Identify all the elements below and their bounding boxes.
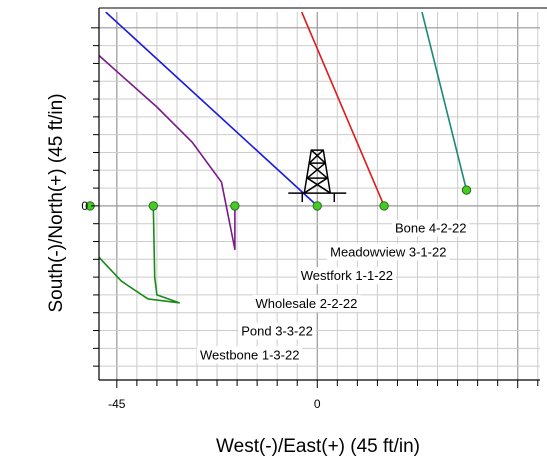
well-path-4	[105, 12, 318, 207]
rig-cross	[306, 162, 328, 179]
y-tick-label: 0	[81, 199, 88, 213]
well-label-box	[238, 322, 316, 340]
well-label: Wholesale 2-2-22	[252, 294, 361, 312]
x-tick-label: -45	[108, 397, 126, 411]
well-label-box	[252, 294, 361, 312]
well-path-2	[99, 205, 180, 304]
well-label-text: Pond 3-3-22	[241, 324, 313, 339]
well-labels: Bone 4-2-22 Meadowview 3-1-22 Westfork 1-1…	[196, 219, 470, 364]
well-label-text: Bone 4-2-22	[395, 221, 467, 236]
grid	[99, 12, 540, 380]
drilling-rig-icon	[288, 149, 347, 203]
well-label: Pond 3-3-22	[238, 322, 316, 340]
well-label: Westfork 1-1-22	[297, 267, 396, 285]
well-label: Bone 4-2-22	[391, 219, 470, 237]
surface-location-marker	[312, 201, 322, 211]
rig-cross	[308, 149, 326, 164]
rig-tower	[303, 149, 332, 194]
rig-cross	[303, 177, 331, 194]
surface-location-marker	[461, 185, 472, 195]
well-label-text: Meadowview 3-1-22	[330, 244, 446, 259]
well-path-5	[300, 12, 385, 207]
x-axis-title: West(-)/East(+) (45 ft/in)	[216, 436, 420, 457]
axis-ticks: -45 0 0	[81, 27, 539, 411]
well-label-text: Westfork 1-1-22	[301, 268, 393, 283]
well-label: Meadowview 3-1-22	[327, 243, 450, 261]
well-path-3	[99, 54, 236, 251]
y-axis-title: South(-)/North(+) (45 ft/in)	[46, 93, 67, 312]
well-label-box	[391, 219, 470, 237]
series-layer	[99, 12, 468, 304]
plot-frame	[98, 7, 547, 381]
well-label: Westbone 1-3-22	[196, 346, 303, 364]
well-label-text: Wholesale 2-2-22	[255, 296, 357, 311]
surface-location-marker	[230, 201, 240, 211]
surface-location-marker	[148, 201, 159, 211]
well-label-text: Westbone 1-3-22	[200, 347, 300, 362]
well-path-6	[421, 12, 468, 191]
well-label-box	[297, 267, 396, 285]
x-tick-label: 0	[314, 397, 321, 411]
surface-location-marker	[379, 201, 389, 211]
surface-markers	[85, 185, 472, 211]
well-label-box	[327, 243, 450, 261]
well-label-box	[196, 346, 303, 364]
